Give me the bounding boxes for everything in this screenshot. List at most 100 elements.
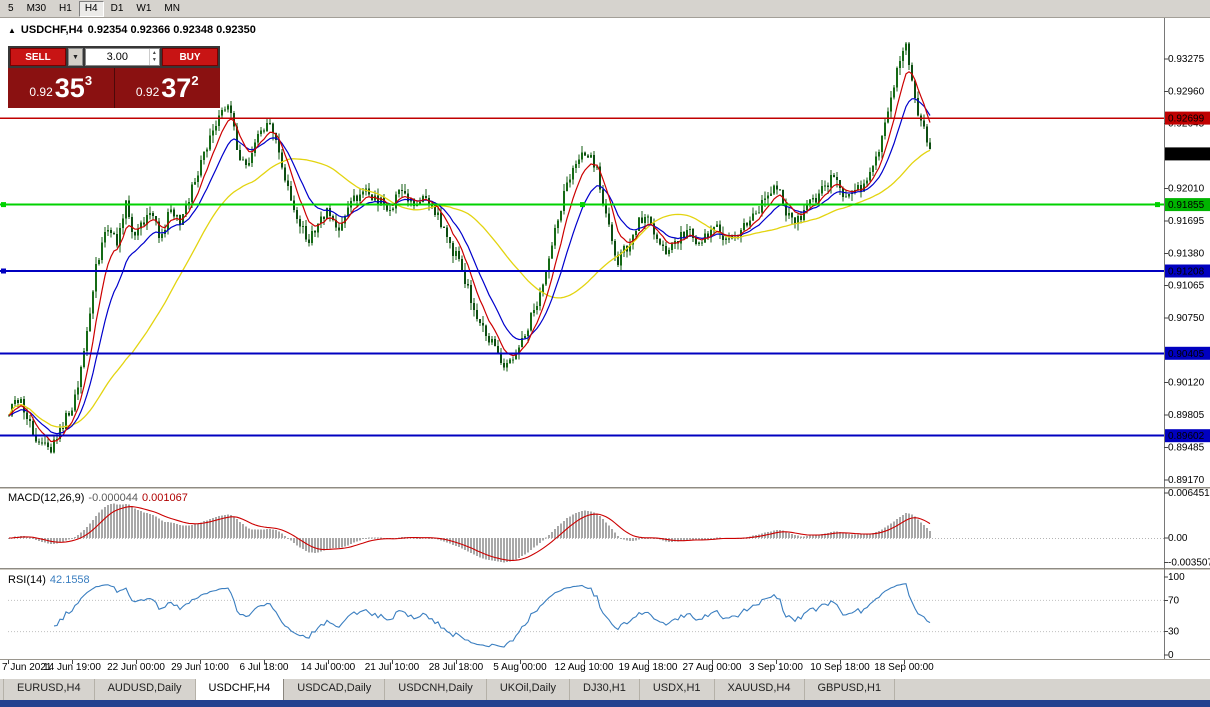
bid-pipette: 3 [84, 72, 93, 88]
ask-big-digits: 37 [161, 72, 192, 103]
date-label: 21 Jul 10:00 [365, 662, 420, 673]
svg-text:0.93275: 0.93275 [1168, 54, 1205, 65]
hline-handle-left[interactable] [1, 202, 6, 208]
svg-text:0.91065: 0.91065 [1168, 281, 1205, 292]
order-type-dropdown-icon[interactable]: ▼ [68, 48, 83, 66]
price-badge-0.91208: 0.91208 [1165, 264, 1210, 278]
timeframe-button-5[interactable]: 5 [2, 1, 20, 17]
chart-tab-dj30-h1[interactable]: DJ30,H1 [570, 679, 640, 700]
trade-price-row: 0.92 35 3 0.92 37 2 [8, 68, 220, 108]
timeframe-button-D1[interactable]: D1 [105, 1, 130, 17]
sell-price-display[interactable]: 0.92 35 3 [8, 68, 114, 108]
chart-window: 0.932750.929600.926450.920100.916950.913… [0, 18, 1210, 678]
date-label: 29 Jun 10:00 [171, 662, 229, 673]
svg-text:0.00: 0.00 [1168, 533, 1188, 544]
svg-text:0.006451: 0.006451 [1168, 488, 1210, 499]
svg-text:-0.003507: -0.003507 [1168, 558, 1210, 569]
sell-button[interactable]: SELL [10, 48, 66, 66]
chart-tab-gbpusd-h1[interactable]: GBPUSD,H1 [805, 679, 896, 700]
svg-text:0.92350: 0.92350 [1168, 149, 1205, 160]
buy-price-display[interactable]: 0.92 37 2 [115, 68, 221, 108]
svg-text:0.89485: 0.89485 [1168, 443, 1205, 454]
ask-prefix: 0.92 [135, 85, 160, 99]
timeframe-button-H1[interactable]: H1 [53, 1, 78, 17]
buy-button[interactable]: BUY [162, 48, 218, 66]
hline-0.91208[interactable] [0, 268, 1164, 274]
timeframe-toolbar: 5 M30 H1 H4 D1 W1 MN [0, 0, 1210, 18]
svg-text:0.89170: 0.89170 [1168, 475, 1205, 486]
chart-ohlc: 0.92354 0.92366 0.92348 0.92350 [87, 24, 256, 36]
ask-pipette: 2 [191, 72, 199, 88]
chart-tab-usdcnh-daily[interactable]: USDCNH,Daily [385, 679, 487, 700]
trade-controls-row: SELL ▼ ▲ ▼ BUY [8, 46, 220, 68]
price-badge-0.92350: 0.92350 [1165, 147, 1210, 161]
chart-tab-usdchf-h4[interactable]: USDCHF,H4 [195, 679, 285, 700]
timeframe-button-H4[interactable]: H4 [78, 0, 104, 17]
date-label: 3 Sep 10:00 [749, 662, 803, 673]
date-label: 6 Jul 18:00 [240, 662, 289, 673]
svg-text:0.91695: 0.91695 [1168, 216, 1205, 227]
price-divider [113, 68, 115, 108]
svg-text:0.92010: 0.92010 [1168, 184, 1205, 195]
svg-text:0.91380: 0.91380 [1168, 248, 1205, 259]
macd-main-value: -0.000044 [88, 492, 138, 504]
rsi-indicator-label: RSI(14) 42.1558 [8, 574, 90, 586]
chart-canvas[interactable]: 0.932750.929600.926450.920100.916950.913… [0, 18, 1210, 678]
hline-handle-left[interactable] [1, 268, 6, 274]
date-label: 14 Jul 00:00 [301, 662, 356, 673]
date-label: 10 Sep 18:00 [810, 662, 870, 673]
chart-tab-eurusd-h4[interactable]: EURUSD,H4 [3, 679, 95, 700]
date-label: 28 Jul 18:00 [429, 662, 484, 673]
macd-histogram [8, 503, 931, 563]
svg-text:0.92699: 0.92699 [1168, 114, 1205, 125]
svg-text:100: 100 [1168, 572, 1185, 583]
date-label: 5 Aug 00:00 [493, 662, 547, 673]
price-badge-0.91855: 0.91855 [1165, 198, 1210, 212]
svg-text:0.89602: 0.89602 [1168, 431, 1205, 442]
date-label: 27 Aug 00:00 [683, 662, 742, 673]
chart-tab-usdcad-daily[interactable]: USDCAD,Daily [284, 679, 386, 700]
chart-tab-xauusd-h4[interactable]: XAUUSD,H4 [715, 679, 805, 700]
date-label: 12 Aug 10:00 [555, 662, 614, 673]
window-frame-bottom [0, 700, 1210, 707]
chart-tabs-bar: EURUSD,H4 AUDUSD,Daily USDCHF,H4 USDCAD,Dai… [0, 678, 1210, 700]
timeframe-button-M30[interactable]: M30 [21, 1, 52, 17]
rsi-value: 42.1558 [49, 574, 90, 586]
bid-big-digits: 35 [54, 72, 85, 103]
svg-text:0.89805: 0.89805 [1168, 410, 1205, 421]
date-label: 22 Jun 00:00 [107, 662, 165, 673]
hline-handle-right[interactable] [1155, 202, 1160, 208]
volume-up-icon[interactable]: ▲ [151, 50, 157, 56]
timeframe-button-MN[interactable]: MN [158, 1, 186, 17]
svg-text:0.90750: 0.90750 [1168, 313, 1205, 324]
volume-spinner: ▲ ▼ [148, 49, 159, 65]
one-click-trading-panel: SELL ▼ ▲ ▼ BUY 0.92 35 3 0.92 37 2 [8, 46, 220, 108]
volume-input[interactable] [86, 49, 149, 65]
price-badge-0.92699: 0.92699 [1165, 111, 1210, 125]
chart-tab-ukoil-daily[interactable]: UKOil,Daily [487, 679, 571, 700]
svg-text:0.90120: 0.90120 [1168, 378, 1205, 389]
date-label: 7 Jun 2021 [2, 662, 52, 673]
timeframe-button-W1[interactable]: W1 [130, 1, 157, 17]
chart-tab-usdx-h1[interactable]: USDX,H1 [640, 679, 715, 700]
svg-text:0.91855: 0.91855 [1168, 200, 1205, 211]
price-badge-0.90405: 0.90405 [1165, 346, 1210, 360]
date-label: 18 Sep 00:00 [874, 662, 934, 673]
svg-text:70: 70 [1168, 595, 1180, 606]
macd-name: MACD(12,26,9) [8, 492, 85, 504]
price-badge-0.89602: 0.89602 [1165, 429, 1210, 443]
chart-title: ▲ USDCHF,H4 0.92354 0.92366 0.92348 0.92… [8, 24, 256, 36]
chart-tab-audusd-daily[interactable]: AUDUSD,Daily [95, 679, 196, 700]
svg-text:0.92960: 0.92960 [1168, 86, 1205, 97]
volume-down-icon[interactable]: ▼ [151, 57, 157, 63]
volume-spinbox: ▲ ▼ [85, 48, 160, 66]
svg-text:0: 0 [1168, 650, 1174, 661]
one-click-toggle-icon[interactable]: ▲ [8, 25, 16, 35]
hline-0.91855[interactable] [0, 202, 1164, 208]
date-label: 14 Jun 19:00 [43, 662, 101, 673]
chart-symbol: USDCHF,H4 [20, 24, 83, 36]
bid-prefix: 0.92 [29, 85, 53, 99]
svg-text:30: 30 [1168, 627, 1180, 638]
date-label: 19 Aug 18:00 [619, 662, 678, 673]
hline-handle-center[interactable] [580, 202, 585, 208]
